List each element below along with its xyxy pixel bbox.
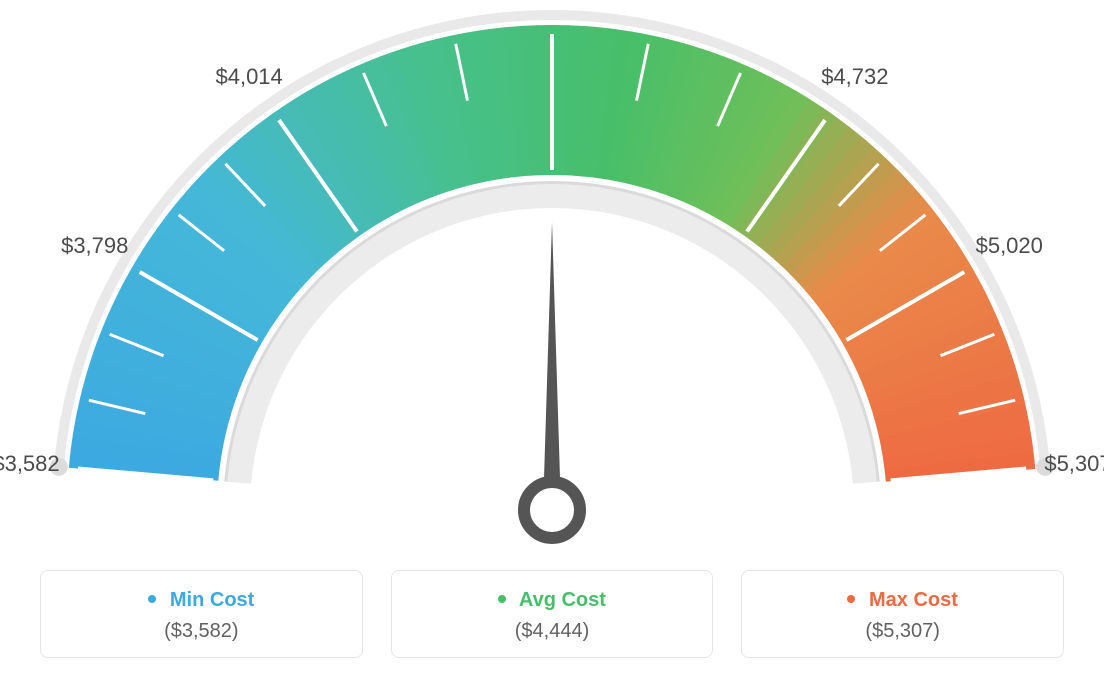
- cost-gauge-widget: $3,582$3,798$4,014$4,444$4,732$5,020$5,3…: [0, 0, 1104, 690]
- gauge-svg: [0, 0, 1104, 560]
- max-cost-value: ($5,307): [762, 620, 1043, 643]
- max-cost-title: Max Cost: [762, 589, 1043, 612]
- min-cost-value: ($3,582): [61, 620, 342, 643]
- avg-cost-title: Avg Cost: [412, 589, 693, 612]
- min-cost-dot-icon: [148, 595, 156, 603]
- min-cost-card: Min Cost ($3,582): [40, 570, 363, 658]
- gauge-tick-label: $5,307: [1044, 451, 1104, 477]
- avg-cost-card: Avg Cost ($4,444): [391, 570, 714, 658]
- gauge-tick-label: $3,582: [0, 451, 60, 477]
- avg-cost-dot-icon: [498, 595, 506, 603]
- gauge-tick-label: $4,732: [821, 64, 888, 90]
- max-cost-card: Max Cost ($5,307): [741, 570, 1064, 658]
- avg-cost-title-text: Avg Cost: [519, 589, 606, 611]
- gauge-tick-label: $3,798: [61, 233, 128, 259]
- max-cost-dot-icon: [847, 595, 855, 603]
- min-cost-title: Min Cost: [61, 589, 342, 612]
- min-cost-title-text: Min Cost: [170, 589, 254, 611]
- summary-cards-row: Min Cost ($3,582) Avg Cost ($4,444) Max …: [0, 570, 1104, 658]
- avg-cost-value: ($4,444): [412, 620, 693, 643]
- max-cost-title-text: Max Cost: [869, 589, 958, 611]
- gauge-tick-label: $4,014: [215, 64, 282, 90]
- gauge-chart: $3,582$3,798$4,014$4,444$4,732$5,020$5,3…: [0, 0, 1104, 560]
- gauge-tick-label: $5,020: [976, 233, 1043, 259]
